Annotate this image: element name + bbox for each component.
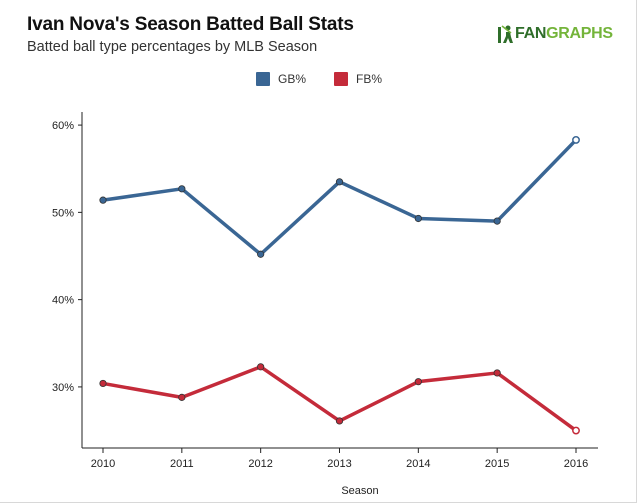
legend-swatch-fb: [334, 72, 348, 86]
legend-label-gb: GB%: [277, 72, 306, 86]
legend-item-fb[interactable]: FB%: [334, 72, 382, 86]
data-point-fb-2016[interactable]: [572, 426, 580, 435]
legend-item-gb[interactable]: GB%: [255, 72, 306, 86]
batter-icon: [498, 25, 513, 43]
data-point-gb-2013[interactable]: [335, 178, 344, 186]
series-line-gb: [101, 138, 578, 257]
x-tick-label: 2013: [327, 458, 351, 470]
legend: GB% FB%: [0, 72, 638, 86]
x-tick-label: 2010: [91, 458, 115, 470]
y-tick-label: 50%: [52, 207, 74, 219]
data-point-gb-2011[interactable]: [178, 185, 186, 193]
y-tick-label: 60%: [52, 120, 74, 132]
chart-title: Ivan Nova's Season Batted Ball Stats: [27, 14, 354, 35]
legend-label-fb: FB%: [356, 72, 383, 86]
x-tick-label: 2014: [406, 458, 430, 470]
data-point-gb-2012[interactable]: [257, 250, 265, 258]
data-point-gb-2014[interactable]: [414, 214, 422, 223]
logo-text-graphs: GRAPHS: [546, 25, 613, 42]
x-axis-title: Season: [341, 485, 378, 497]
data-point-fb-2013[interactable]: [335, 417, 344, 425]
y-tick-label: 40%: [52, 295, 74, 307]
data-point-fb-2010[interactable]: [99, 379, 107, 388]
data-point-fb-2015[interactable]: [493, 369, 501, 377]
x-tick-label: 2011: [170, 458, 194, 470]
logo-text-fan: FAN: [515, 25, 547, 42]
x-tick-label: 2012: [248, 458, 272, 470]
data-point-fb-2014[interactable]: [414, 378, 422, 386]
data-point-fb-2011[interactable]: [178, 393, 186, 401]
fangraphs-logo[interactable]: FAN GRAPHS: [498, 22, 613, 46]
legend-swatch-gb: [255, 72, 270, 86]
x-tick-label: 2015: [485, 458, 509, 470]
data-point-gb-2015[interactable]: [493, 217, 501, 225]
data-point-gb-2016[interactable]: [572, 135, 580, 144]
y-tick-label: 30%: [52, 382, 74, 394]
data-point-fb-2012[interactable]: [257, 363, 265, 371]
chart-subtitle: Batted ball type percentages by MLB Seas…: [27, 39, 318, 55]
data-point-gb-2010[interactable]: [99, 196, 107, 204]
x-tick-label: 2016: [564, 458, 588, 470]
